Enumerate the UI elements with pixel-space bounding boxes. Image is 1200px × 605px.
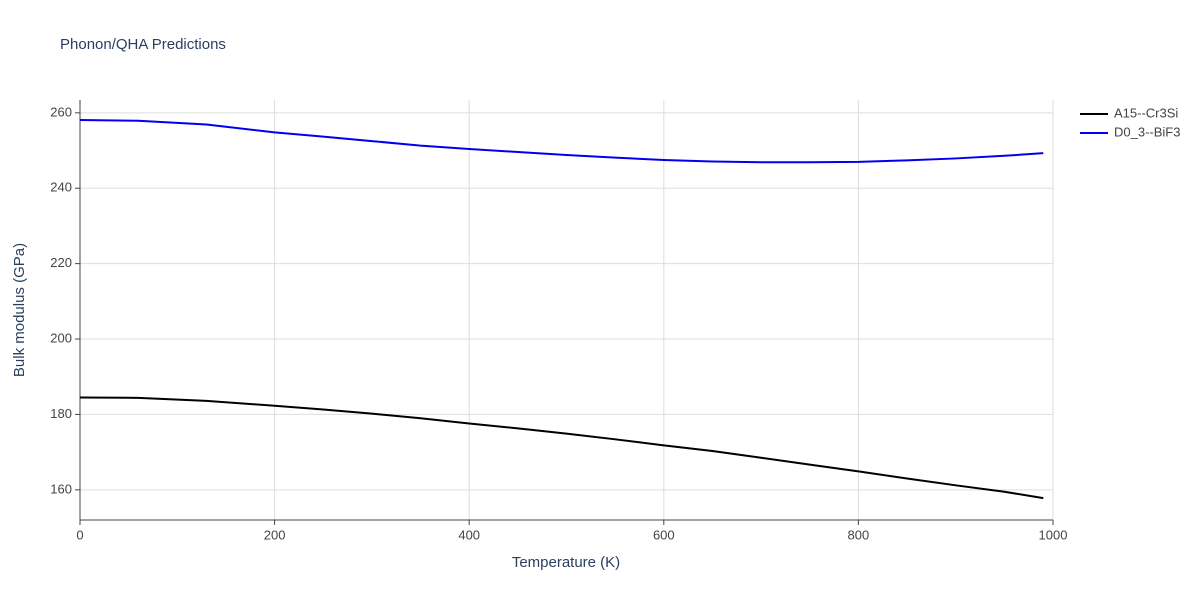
y-tick-label: 240 <box>50 180 72 195</box>
x-tick-label: 200 <box>264 527 286 542</box>
x-axis-title: Temperature (K) <box>512 554 620 571</box>
line-series <box>79 118 1044 164</box>
y-tick-label: 180 <box>50 406 72 421</box>
line-series <box>79 396 1044 500</box>
y-axis-title: Bulk modulus (GPa) <box>11 243 28 377</box>
y-tick-label: 160 <box>50 481 72 496</box>
legend-label: D0_3--BiF3 <box>1114 124 1180 139</box>
x-tick-label: 800 <box>848 527 870 542</box>
y-tick-label: 220 <box>50 255 72 270</box>
legend-label: A15--Cr3Si <box>1114 105 1178 120</box>
chart-title: Phonon/QHA Predictions <box>60 36 226 53</box>
y-tick-label: 260 <box>50 104 72 119</box>
x-tick-label: 1000 <box>1039 527 1068 542</box>
x-tick-label: 600 <box>653 527 675 542</box>
x-tick-label: 0 <box>76 527 83 542</box>
y-tick-label: 200 <box>50 330 72 345</box>
x-tick-label: 400 <box>458 527 480 542</box>
